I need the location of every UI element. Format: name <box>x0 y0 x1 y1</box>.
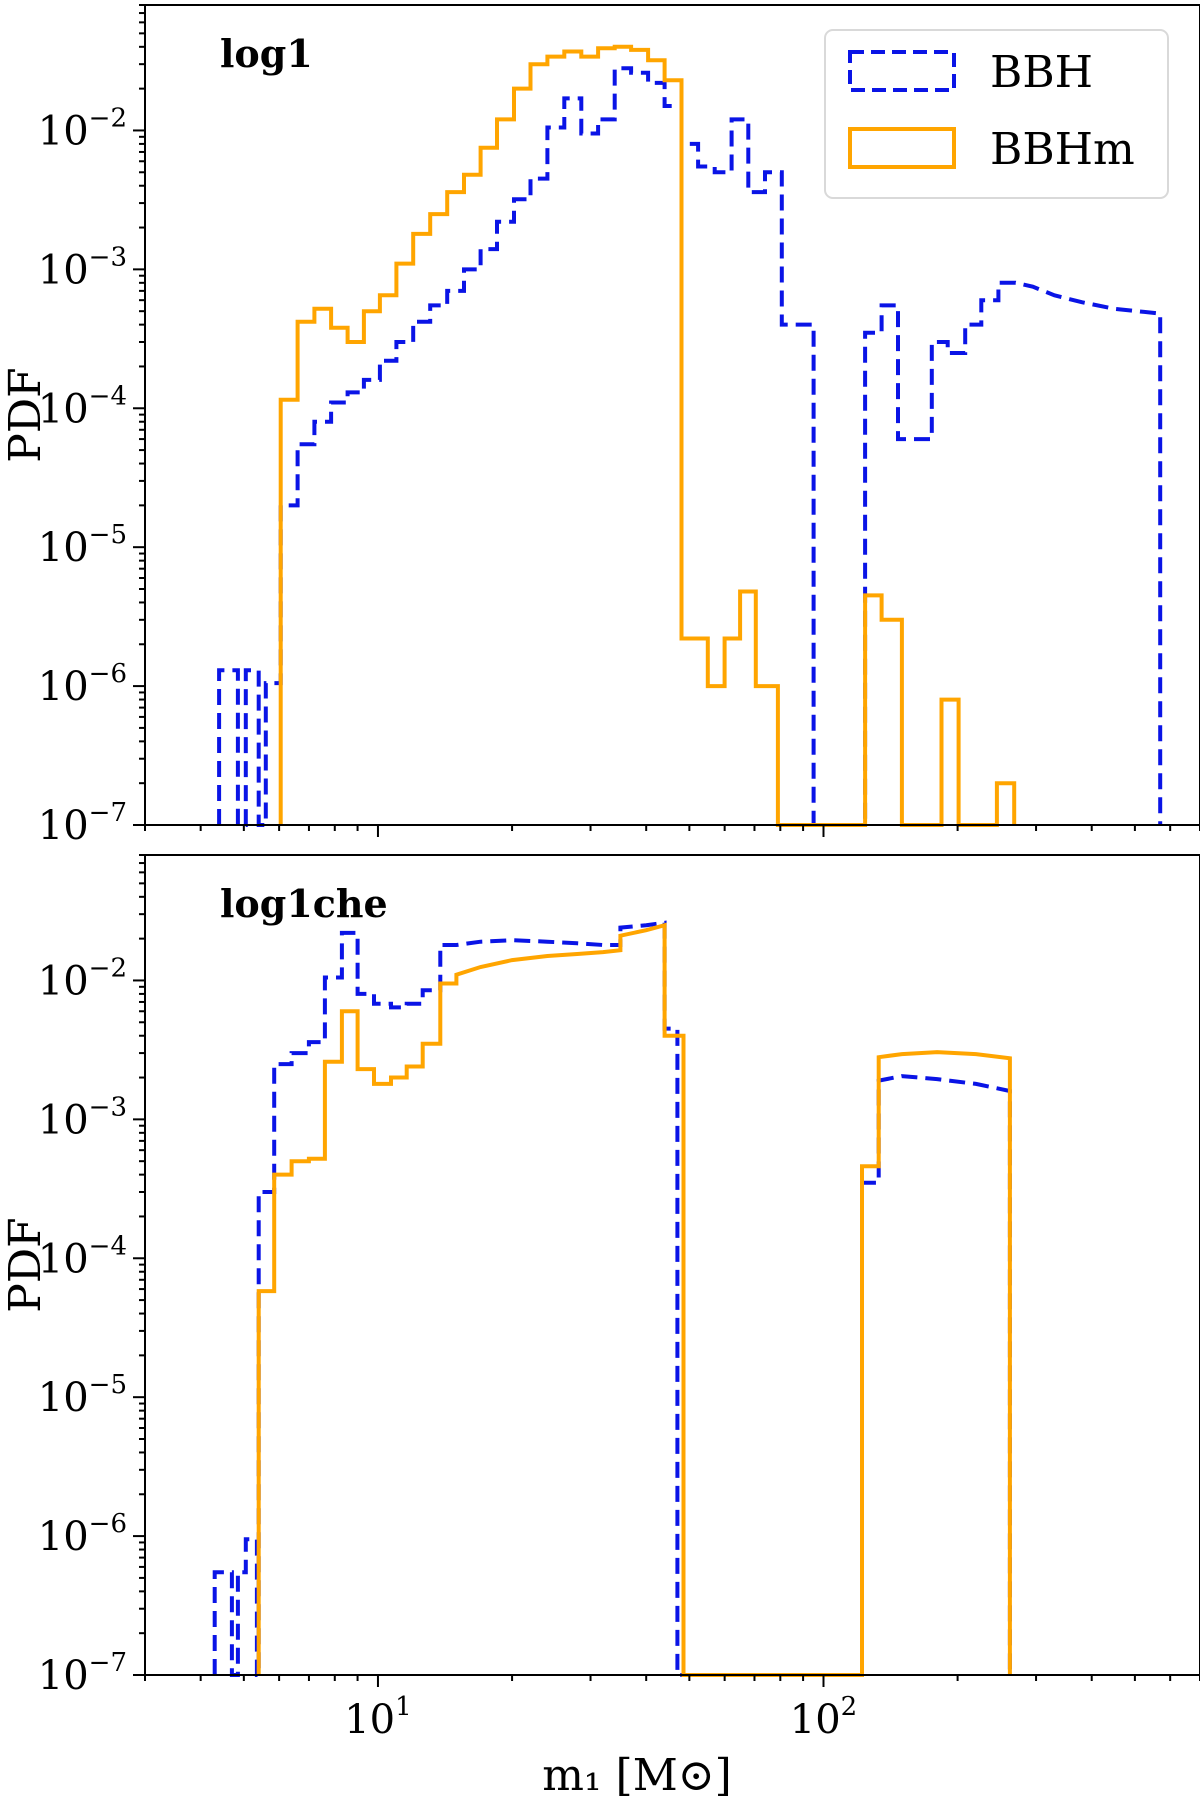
legend-frame <box>824 29 1169 199</box>
y-tick-label: 10−3 <box>38 1092 127 1143</box>
panel-log1: 10−7 10−6 10−5 10−4 10−3 10−2 log1 PDF <box>0 4 1200 849</box>
legend-label-bbh: BBH <box>990 47 1093 98</box>
y-tick-label: 10−5 <box>38 520 127 571</box>
x-tick-label: 101 <box>344 1692 411 1743</box>
legend: BBH BBHm <box>824 29 1169 199</box>
y-tick-label: 10−4 <box>38 1231 127 1282</box>
legend-swatch-bbh <box>848 50 956 92</box>
panel-log1che: 10−7 10−6 10−5 10−4 10−3 10−2 101 102 log1che PDF <box>0 854 1200 1743</box>
y-tick-label: 10−3 <box>38 242 127 293</box>
panel-label: log1 <box>220 31 313 76</box>
series-line-bbh-log1 <box>217 66 1163 827</box>
y-tick-label: 10−2 <box>38 953 127 1004</box>
plot-frame <box>144 854 1200 1676</box>
y-tick-label: 10−2 <box>38 103 127 154</box>
y-tick-label: 10−6 <box>38 659 127 710</box>
y-tick-label: 10−4 <box>38 381 127 432</box>
y-tick-label: 10−5 <box>38 1370 127 1421</box>
series-line-bbhm-log1 <box>278 44 1017 827</box>
panel-label: log1che <box>220 881 388 926</box>
x-tick-label: 102 <box>790 1692 857 1743</box>
series-line-bbhm-log1che <box>256 922 1012 1677</box>
y-tick-label: 10−7 <box>38 798 127 849</box>
y-tick-label: 10−7 <box>38 1648 127 1699</box>
legend-swatch-bbhm <box>848 127 956 169</box>
x-axis-label: m₁ [M⊙] <box>542 1750 732 1800</box>
legend-label-bbhm: BBHm <box>990 124 1135 175</box>
y-axis-label: PDF <box>0 367 51 462</box>
series-line-bbh-log1che <box>212 920 1012 1677</box>
y-axis-label: PDF <box>0 1217 51 1312</box>
y-tick-label: 10−6 <box>38 1509 127 1560</box>
